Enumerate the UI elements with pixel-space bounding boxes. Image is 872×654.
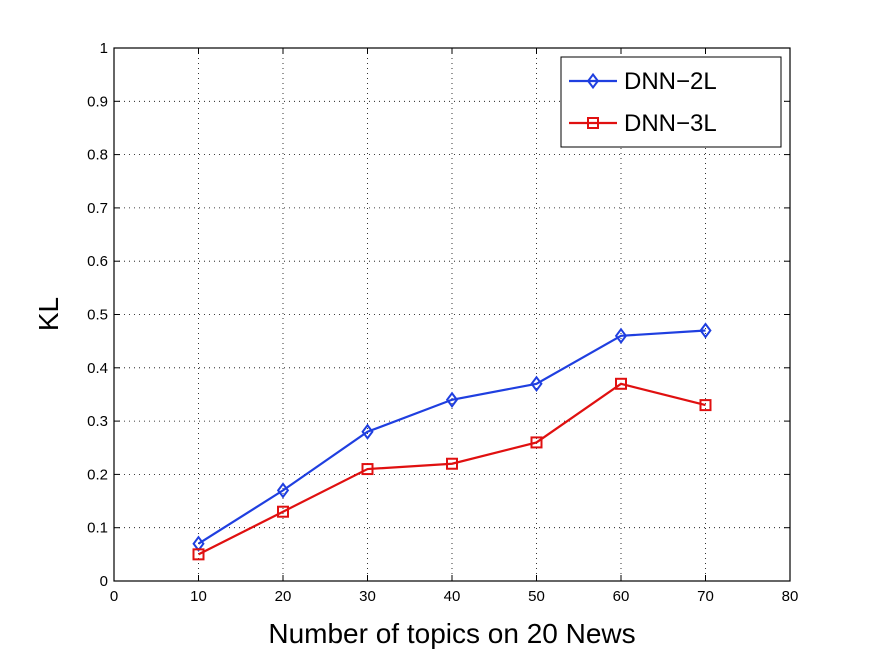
data-point <box>192 548 205 561</box>
data-point <box>276 482 290 499</box>
data-point <box>699 322 712 339</box>
series-line <box>197 329 706 545</box>
y-tick-label: 0.7 <box>87 200 108 217</box>
series-line <box>198 382 706 556</box>
data-point <box>361 463 374 476</box>
x-tick-label: 60 <box>613 588 630 605</box>
data-point <box>615 377 627 390</box>
y-tick-label: 0.4 <box>87 360 108 377</box>
x-axis-label: Number of topics on 20 News <box>268 618 635 649</box>
x-tick-label: 30 <box>359 588 376 605</box>
y-tick-label: 0.8 <box>87 147 108 164</box>
x-tick-label: 50 <box>528 588 545 605</box>
y-axis-label: KL <box>33 297 64 331</box>
y-tick-label: 0.2 <box>87 466 108 483</box>
data-point <box>614 327 628 344</box>
x-tick-label: 20 <box>275 588 292 605</box>
series-2 <box>192 377 712 561</box>
data-point <box>530 436 543 449</box>
y-tick-label: 0.9 <box>87 93 108 110</box>
y-tick-label: 0 <box>100 573 108 590</box>
legend-marker <box>587 117 599 129</box>
series-1 <box>192 322 712 552</box>
legend-item: DNN−2L <box>569 68 717 95</box>
data-point <box>445 391 459 408</box>
y-tick-label: 0.1 <box>87 520 108 537</box>
x-tick-label: 0 <box>110 588 118 605</box>
legend-label: DNN−2L <box>624 68 717 95</box>
y-tick-label: 0.5 <box>87 307 108 324</box>
axis-ticks: 0 10 20 30 40 50 60 70 80 0 0.1 0.2 0.3 0.4 0.5 0.6 0.7 0… <box>87 40 798 605</box>
data-point <box>699 399 712 412</box>
data-point <box>277 505 289 518</box>
y-tick-label: 0.6 <box>87 253 108 270</box>
data-point <box>446 457 458 470</box>
series-group <box>192 322 712 561</box>
x-tick-label: 80 <box>782 588 799 605</box>
data-point <box>530 375 543 392</box>
data-point <box>361 423 374 440</box>
legend: DNN−2L DNN−3L <box>560 56 782 148</box>
legend-marker <box>586 72 600 90</box>
y-tick-label: 0.3 <box>87 413 108 430</box>
x-tick-label: 10 <box>190 588 207 605</box>
legend-box <box>560 56 782 148</box>
x-tick-label: 70 <box>697 588 714 605</box>
legend-item: DNN−3L <box>569 110 717 137</box>
x-tick-label: 40 <box>444 588 461 605</box>
legend-label: DNN−3L <box>624 110 717 137</box>
y-tick-label: 1 <box>100 40 108 57</box>
